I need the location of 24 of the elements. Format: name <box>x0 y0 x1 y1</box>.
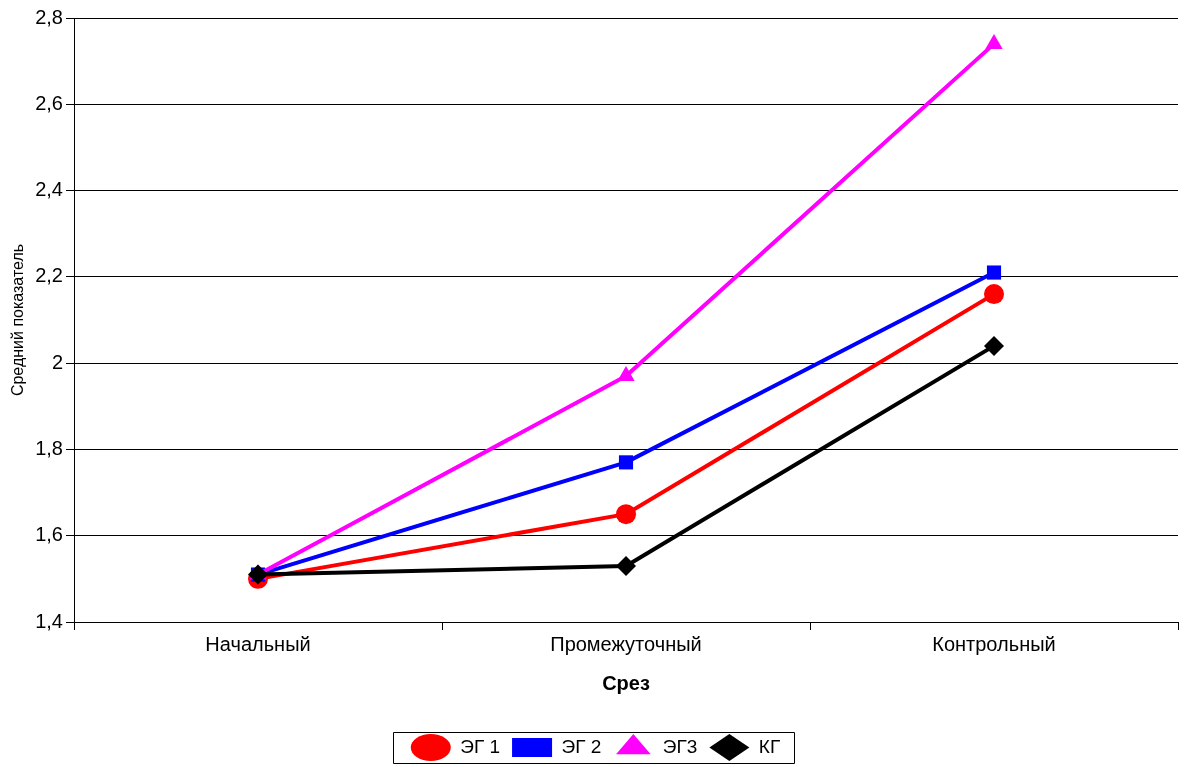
y-tick-label: 1,8 <box>35 436 63 459</box>
point <box>984 335 1004 356</box>
y-tick-label: 2,2 <box>35 264 63 287</box>
x-tick-label: Контрольный <box>932 632 1056 655</box>
point <box>618 455 634 470</box>
point <box>617 366 635 382</box>
y-tick-label: 2,8 <box>35 5 63 28</box>
point <box>984 284 1004 305</box>
point <box>616 504 636 525</box>
y-tick-label: 2,6 <box>35 91 63 114</box>
y-tick-label: 1,4 <box>35 609 63 632</box>
x-axis-title: Срез <box>602 671 650 694</box>
y-tick-label: 1,6 <box>35 523 63 546</box>
legend-label: КГ <box>758 735 781 757</box>
x-tick-label: Начальный <box>205 632 311 655</box>
legend-label: ЭГ 1 <box>460 735 501 757</box>
legend-label: ЭГ 2 <box>561 735 602 757</box>
point <box>616 555 636 576</box>
legend-label: ЭГ3 <box>662 735 698 757</box>
point <box>986 265 1002 280</box>
y-tick-label: 2,4 <box>35 178 63 201</box>
x-tick-label: Промежуточный <box>550 632 702 655</box>
y-axis-title: Средний показатель <box>9 243 27 397</box>
y-tick-label: 2 <box>51 350 63 373</box>
